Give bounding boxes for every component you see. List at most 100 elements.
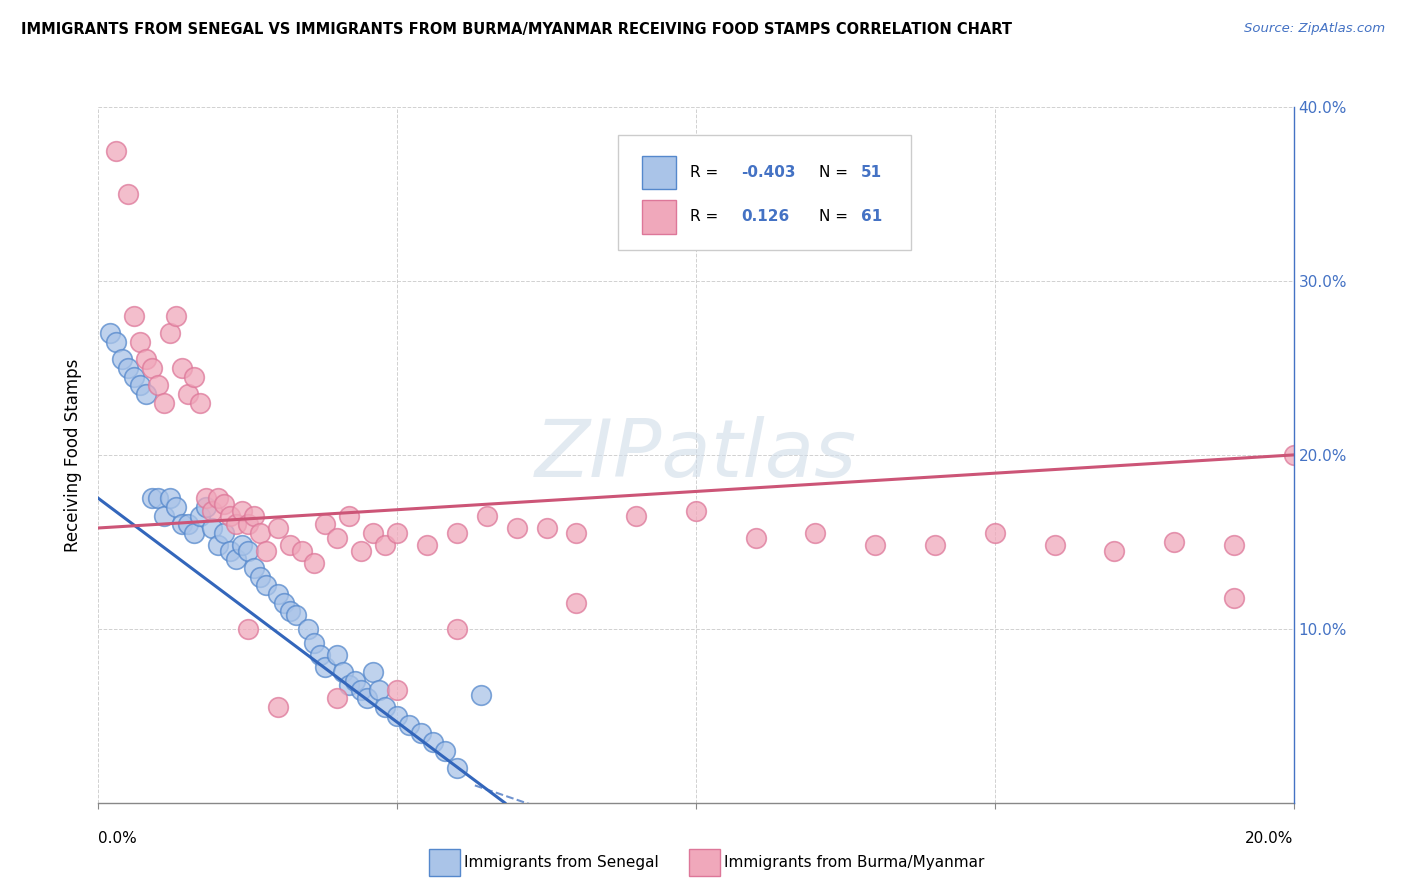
Point: [195, 500, 218, 514]
Point: [1043, 538, 1066, 552]
Point: [278, 605, 301, 619]
Point: [475, 508, 498, 523]
Point: [231, 538, 253, 552]
FancyBboxPatch shape: [643, 156, 676, 189]
Point: [105, 144, 128, 158]
Point: [416, 538, 439, 552]
Point: [1223, 538, 1246, 552]
Point: [284, 607, 307, 622]
Point: [117, 360, 139, 375]
Text: R =: R =: [690, 165, 723, 180]
Point: [135, 387, 157, 401]
Point: [201, 521, 224, 535]
Point: [236, 517, 259, 532]
Text: 20.0%: 20.0%: [1246, 831, 1294, 846]
Text: N =: N =: [820, 210, 853, 225]
Point: [212, 497, 235, 511]
Point: [236, 622, 259, 636]
Point: [865, 538, 887, 552]
Point: [434, 744, 457, 758]
Point: [188, 508, 211, 523]
Point: [124, 369, 146, 384]
Text: ZIPatlas: ZIPatlas: [534, 416, 858, 494]
Point: [356, 691, 378, 706]
Point: [302, 556, 325, 570]
Point: [172, 360, 194, 375]
Point: [159, 491, 181, 506]
Point: [506, 521, 529, 535]
Point: [117, 187, 139, 202]
Point: [207, 491, 229, 506]
Point: [984, 526, 1007, 541]
Text: 0.0%: 0.0%: [98, 831, 138, 846]
Point: [212, 526, 235, 541]
Point: [291, 543, 314, 558]
Point: [446, 761, 468, 775]
Point: [249, 526, 271, 541]
Point: [159, 326, 181, 340]
Point: [129, 334, 152, 349]
Point: [267, 521, 290, 535]
Point: [350, 543, 373, 558]
Point: [105, 334, 128, 349]
Text: R =: R =: [690, 210, 723, 225]
Point: [225, 552, 247, 566]
Point: [231, 503, 253, 517]
Text: Source: ZipAtlas.com: Source: ZipAtlas.com: [1244, 22, 1385, 36]
Point: [411, 726, 433, 740]
Point: [225, 517, 247, 532]
Point: [111, 352, 134, 367]
Point: [1104, 543, 1126, 558]
Point: [177, 517, 200, 532]
Point: [98, 326, 122, 340]
Point: [273, 596, 295, 610]
Point: [1163, 534, 1185, 549]
Point: [339, 508, 361, 523]
Point: [446, 526, 468, 541]
Point: [804, 526, 827, 541]
Point: [385, 708, 409, 723]
Point: [363, 526, 385, 541]
Text: Immigrants from Burma/Myanmar: Immigrants from Burma/Myanmar: [724, 855, 984, 870]
Point: [565, 596, 588, 610]
Point: [446, 622, 468, 636]
Point: [183, 369, 205, 384]
Point: [177, 387, 200, 401]
Point: [141, 360, 163, 375]
Point: [385, 526, 409, 541]
Point: [924, 538, 946, 552]
Point: [745, 532, 768, 546]
Point: [278, 538, 301, 552]
Point: [315, 660, 337, 674]
Text: 61: 61: [860, 210, 882, 225]
Point: [219, 543, 242, 558]
Point: [422, 735, 444, 749]
Point: [374, 538, 396, 552]
Point: [302, 636, 325, 650]
Point: [249, 570, 271, 584]
Point: [183, 526, 205, 541]
Point: [135, 352, 157, 367]
Point: [626, 508, 648, 523]
Point: [685, 503, 707, 517]
Point: [207, 538, 229, 552]
Point: [243, 561, 266, 575]
Point: [165, 500, 187, 514]
Y-axis label: Receiving Food Stamps: Receiving Food Stamps: [65, 359, 83, 551]
Point: [350, 682, 373, 697]
Point: [243, 508, 266, 523]
Point: [267, 587, 290, 601]
Point: [297, 622, 319, 636]
Point: [236, 543, 259, 558]
Point: [565, 526, 588, 541]
Point: [129, 378, 152, 392]
Point: [326, 691, 349, 706]
Point: [148, 378, 170, 392]
Point: [385, 682, 409, 697]
Point: [536, 521, 558, 535]
Point: [308, 648, 330, 662]
Point: [1282, 448, 1305, 462]
Text: IMMIGRANTS FROM SENEGAL VS IMMIGRANTS FROM BURMA/MYANMAR RECEIVING FOOD STAMPS C: IMMIGRANTS FROM SENEGAL VS IMMIGRANTS FR…: [21, 22, 1012, 37]
Text: -0.403: -0.403: [741, 165, 796, 180]
Point: [219, 508, 242, 523]
